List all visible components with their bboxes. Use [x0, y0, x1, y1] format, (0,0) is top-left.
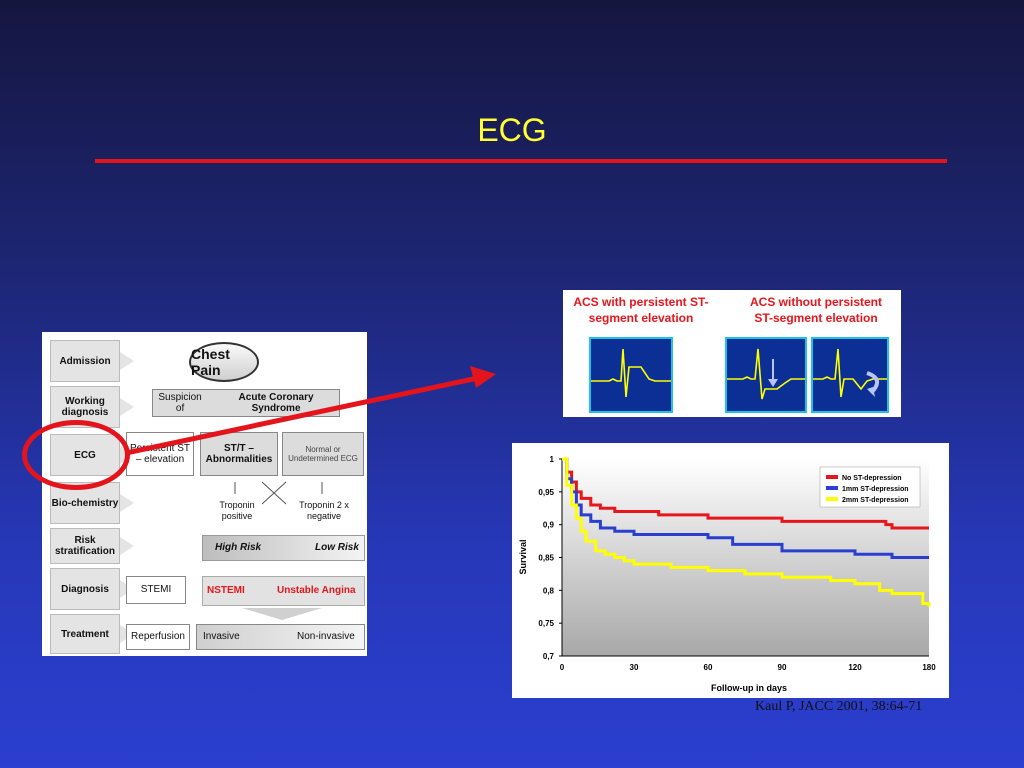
risk-bar: High Risk Low Risk — [202, 535, 365, 561]
y-tick-label: 0,95 — [538, 488, 554, 497]
stage-treatment: Treatment — [50, 614, 134, 654]
x-tick-label: 90 — [778, 663, 787, 672]
treatment-bar: Invasive Non-invasive — [196, 624, 365, 650]
waveform-st-elevation — [589, 337, 673, 413]
without-st-elevation-heading: ACS without persistent ST-segment elevat… — [749, 295, 882, 326]
x-tick-label: 0 — [560, 663, 565, 672]
y-tick-label: 0,85 — [538, 554, 554, 563]
legend-label: 1mm ST-depression — [842, 486, 909, 493]
stage-admission: Admission — [50, 340, 134, 382]
x-tick-label: 180 — [922, 663, 936, 672]
reperfusion-box: Reperfusion — [126, 624, 190, 650]
non-invasive-label: Non-invasive — [297, 631, 355, 642]
slide-title: ECG — [477, 112, 547, 148]
low-risk-label: Low Risk — [315, 542, 359, 553]
invasive-label: Invasive — [203, 631, 240, 642]
x-tick-label: 30 — [630, 663, 639, 672]
nstemi-label: NSTEMI — [207, 585, 245, 596]
stage-diagnosis: Diagnosis — [50, 568, 134, 610]
stage-risk-stratification: Risk stratification — [50, 528, 134, 564]
legend-label: No ST-depression — [842, 475, 902, 482]
y-axis-label: Survival — [518, 539, 528, 574]
y-tick-label: 0,75 — [538, 619, 554, 628]
citation: Kaul P, JACC 2001, 38:64-71 — [755, 699, 923, 714]
unstable-angina-label: Unstable Angina — [277, 585, 356, 596]
survival-chart: 0 30 60 90 120 180 0,7 0,75 0,8 0,85 0,9 0,95 1 No S… — [512, 443, 949, 698]
acs-flowchart: Admission Working diagnosis ECG Bio-chem… — [42, 332, 367, 656]
series-line-2mm-st-depression — [562, 457, 931, 607]
x-tick-label: 60 — [704, 663, 713, 672]
y-tick-label: 0,9 — [543, 521, 555, 530]
x-axis-label: Follow-up in days — [711, 683, 787, 693]
suspicion-prefix: Suspicion of — [158, 391, 202, 415]
y-tick-label: 0,8 — [543, 586, 555, 595]
flowchart-connectors — [234, 481, 323, 620]
waveform-t-inversion — [811, 337, 889, 413]
troponin-negative: Troponin 2 x negative — [299, 500, 349, 521]
series-line-1mm-st-depression — [562, 457, 929, 559]
legend-label: 2mm ST-depression — [842, 497, 909, 504]
suspicion-main: Acute Coronary Syndrome — [238, 391, 314, 415]
troponin-positive: Troponin positive — [219, 500, 255, 521]
series-line-no-st-depression — [562, 457, 929, 530]
title-divider — [95, 159, 947, 163]
survival-chart-svg: 0 30 60 90 120 180 0,7 0,75 0,8 0,85 0,9 0,95 1 No S… — [518, 455, 936, 693]
st-t-abnormalities-box: ST/T – Abnormalities — [200, 432, 278, 476]
y-tick-label: 0,7 — [543, 652, 555, 661]
stemi-box: STEMI — [126, 576, 186, 604]
x-tick-label: 120 — [848, 663, 862, 672]
normal-ecg-box: Normal or Undetermined ECG — [282, 432, 364, 476]
nstemi-bar: NSTEMI Unstable Angina — [202, 576, 365, 606]
ecg-waveform-panel: ACS with persistent ST-segment elevation… — [563, 290, 901, 417]
with-st-elevation-heading: ACS with persistent ST-segment elevation — [573, 295, 709, 326]
high-risk-label: High Risk — [215, 542, 262, 553]
chest-pain-node: Chest Pain — [189, 342, 259, 382]
waveform-st-depression — [725, 337, 807, 413]
y-tick-label: 1 — [550, 455, 555, 464]
